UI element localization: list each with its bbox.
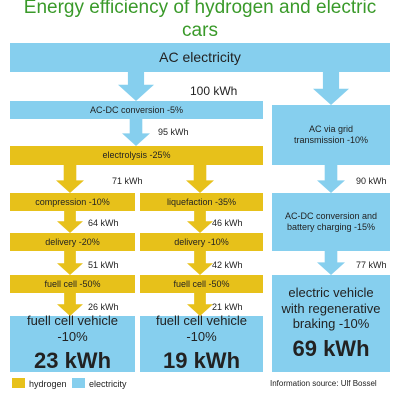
amount: 51 kWh [88,260,119,270]
legend-label: electricity [89,379,127,389]
arrow [56,165,84,193]
arrow [186,165,214,193]
amount: 42 kWh [212,260,243,270]
arrow [317,251,345,275]
step-box: delivery -20% [10,233,135,251]
amount: 90 kWh [356,176,387,186]
arrow [122,119,150,146]
vehicle-result: 69 kWh [292,335,370,361]
source-box: AC electricity [10,43,390,72]
step-box: liquefaction -35% [140,193,263,211]
vehicle-box: fuell cell vehicle -10% 19 kWh [140,313,263,374]
step-box: electrolysis -25% [10,146,263,165]
amount: 100 kWh [190,84,238,98]
credit: Information source: Ulf Bossel [270,379,377,388]
vehicle-box: electric vehicle with regenerative braki… [272,275,390,372]
title: Energy efficiency of hydrogen and electr… [23,0,377,41]
arrow [317,165,345,193]
amount: 71 kWh [112,176,143,186]
step-box: delivery -10% [140,233,263,251]
vehicle-label: fuell cell vehicle -10% [26,313,119,344]
step-box: fuell cell -50% [140,275,263,293]
arrow [118,72,154,101]
amount: 26 kWh [88,302,119,312]
vehicle-box: fuell cell vehicle -10% 23 kWh [10,313,135,374]
amount: 46 kWh [212,218,243,228]
legend-label: hydrogen [29,379,67,389]
step-box: fuell cell -50% [10,275,135,293]
arrow [187,293,213,316]
arrow [313,72,349,105]
amount: 77 kWh [356,260,387,270]
step-box: AC-DC conversion -5% [10,101,263,119]
arrow [57,293,83,316]
vehicle-label: fuell cell vehicle -10% [155,313,248,344]
legend-swatch [12,378,25,388]
vehicle-label: electric vehicle with regenerative braki… [281,284,381,332]
step-box: AC via grid transmission -10% [272,105,390,165]
amount: 95 kWh [158,127,189,137]
arrow [187,211,213,233]
vehicle-result: 23 kWh [33,348,112,374]
step-box: AC-DC conversion and battery charging -1… [272,193,390,251]
vehicle-result: 19 kWh [162,348,241,374]
amount: 64 kWh [88,218,119,228]
legend-swatch [72,378,85,388]
arrow [57,251,83,275]
amount: 21 kWh [212,302,243,312]
arrow [57,211,83,233]
step-box: compression -10% [10,193,135,211]
arrow [187,251,213,275]
